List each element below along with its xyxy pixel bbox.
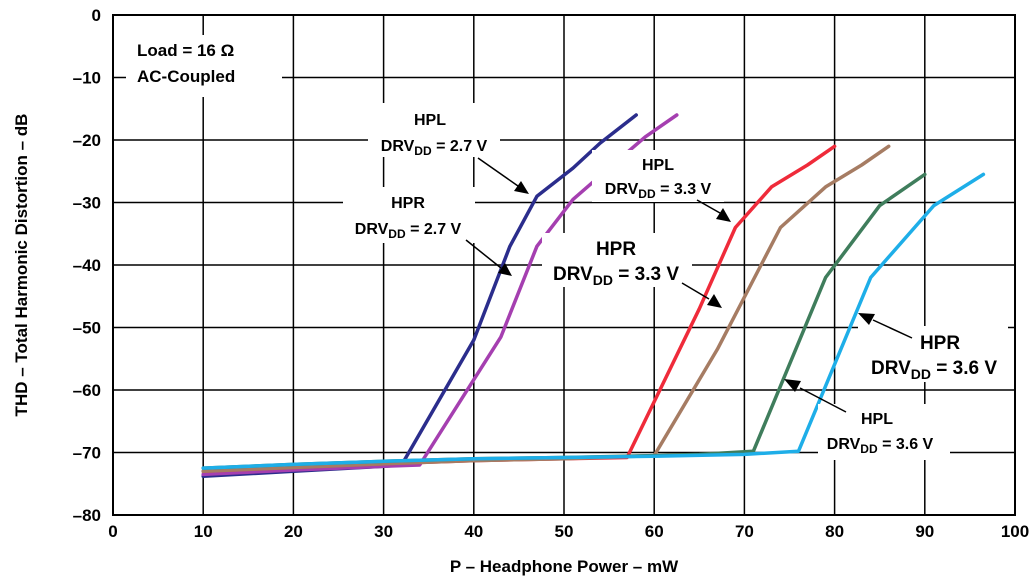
annotation-supply: DRVDD = 3.3 V — [553, 264, 679, 288]
x-tick-label: 50 — [555, 522, 574, 541]
annotation-arrow-line — [465, 239, 502, 269]
annotation-channel: HPL — [414, 112, 446, 129]
x-tick-label: 70 — [735, 522, 754, 541]
x-tick-label: 90 — [915, 522, 934, 541]
annotation-arrow-line — [477, 157, 519, 187]
series-line-4 — [201, 144, 891, 474]
y-axis-title: THD – Total Harmonic Distortion – dB — [12, 114, 31, 417]
x-tick-label: 60 — [645, 522, 664, 541]
y-tick-label: –60 — [73, 381, 101, 400]
tick-labels: 0 10 20 30 40 50 60 70 80 90 100 0 –10 –20 –30 –40 –50 –6… — [73, 6, 1030, 541]
x-tick-label: 40 — [464, 522, 483, 541]
annotation-arrowhead — [514, 181, 529, 194]
y-tick-label: 0 — [92, 6, 101, 25]
annotation-supply: DRVDD = 3.6 V — [827, 436, 934, 456]
annotation-supply: DRVDD = 2.7 V — [381, 138, 488, 158]
x-tick-label: 100 — [1001, 522, 1029, 541]
series-line-1 — [201, 113, 638, 479]
annotation-arrowhead — [707, 294, 722, 308]
load-box — [126, 35, 282, 97]
x-tick-label: 80 — [825, 522, 844, 541]
x-axis-title: P – Headphone Power – mW — [450, 557, 679, 576]
coupling-label: AC-Coupled — [137, 67, 235, 86]
annotation-arrow-line — [681, 282, 710, 300]
annotation-channel: HPR — [596, 239, 636, 260]
y-tick-label: –10 — [73, 69, 101, 88]
annotation-arrowhead — [498, 263, 512, 276]
plot-frame — [112, 14, 1016, 516]
annotation-hpl-2.7v: HPL DRVDD = 2.7 V — [368, 103, 529, 194]
x-tick-label: 0 — [108, 522, 117, 541]
annotation-channel: HPL — [861, 411, 893, 428]
annotation-supply: DRVDD = 2.7 V — [355, 221, 462, 241]
annotation-arrowhead — [858, 313, 875, 325]
y-tick-label: –20 — [73, 131, 101, 150]
annotation-hpl-3.3v: HPL DRVDD = 3.3 V — [592, 150, 731, 222]
load-label: Load = 16 Ω — [137, 41, 234, 60]
annotation-arrowhead — [784, 379, 801, 392]
annotation-hpl-3.6v: HPL DRVDD = 3.6 V — [784, 379, 950, 460]
annotation-arrow-line — [696, 199, 721, 214]
x-tick-label: 20 — [284, 522, 303, 541]
y-tick-label: –70 — [73, 444, 101, 463]
annotation-supply: DRVDD = 3.3 V — [605, 181, 712, 201]
y-tick-label: –30 — [73, 194, 101, 213]
y-tick-label: –80 — [73, 506, 101, 525]
annotation-arrowhead — [716, 208, 731, 222]
annotation-hpr-2.7v: HPR DRVDD = 2.7 V — [343, 187, 512, 276]
annotation-channel: HPR — [920, 333, 960, 354]
x-tick-label: 10 — [194, 522, 213, 541]
annotation-hpr-3.3v: HPR DRVDD = 3.3 V — [542, 233, 722, 308]
annotation-arrow-line — [799, 387, 847, 413]
y-tick-label: –40 — [73, 256, 101, 275]
annotation-channel: HPL — [642, 157, 674, 174]
x-tick-label: 30 — [374, 522, 393, 541]
y-tick-label: –50 — [73, 319, 101, 338]
annotation-arrow-line — [872, 319, 913, 339]
annotation-channel: HPR — [391, 195, 425, 212]
annotation-supply: DRVDD = 3.6 V — [871, 358, 997, 382]
annotation-hpr-3.6v: HPR DRVDD = 3.6 V — [858, 313, 1008, 382]
series-line-6 — [201, 172, 986, 470]
